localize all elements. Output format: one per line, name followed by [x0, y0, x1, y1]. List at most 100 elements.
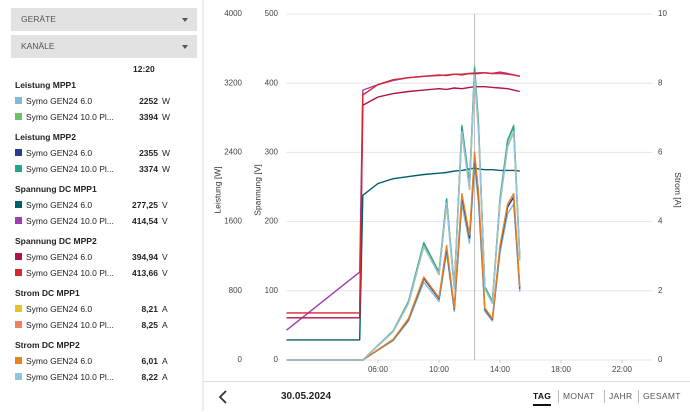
legend-value: 2252 — [139, 96, 158, 106]
legend-name: Symo GEN24 6.0 — [26, 356, 93, 366]
legend-item: Symo GEN24 10.0 Pl... 3394 W — [0, 110, 198, 124]
y-tick-label: 800 — [229, 286, 243, 295]
legend-swatch — [15, 373, 22, 380]
legend-unit: A — [162, 356, 168, 366]
y2-tick-label: 500 — [265, 9, 279, 18]
legend-unit: V — [162, 252, 168, 262]
legend-item: Symo GEN24 10.0 Pl... 413,66 V — [0, 266, 198, 280]
series-line — [286, 155, 521, 361]
legend-swatch — [15, 305, 22, 312]
cursor-time: 12:20 — [133, 64, 155, 74]
legend-item: Symo GEN24 6.0 394,94 V — [0, 250, 198, 264]
legend-name: Symo GEN24 10.0 Pl... — [26, 112, 114, 122]
legend-name: Symo GEN24 10.0 Pl... — [26, 372, 114, 382]
legend-unit: V — [162, 268, 168, 278]
legend-name: Symo GEN24 6.0 — [26, 200, 93, 210]
legend-name: Symo GEN24 6.0 — [26, 252, 93, 262]
tab[interactable]: GESAMT — [643, 391, 681, 401]
legend-item: Symo GEN24 6.0 2355 W — [0, 146, 198, 160]
x-tick-label: 22:00 — [612, 365, 633, 374]
y2-tick-label: 400 — [265, 78, 279, 87]
y3-tick-label: 4 — [658, 217, 663, 226]
axis-title: Spannung [V] — [252, 164, 262, 216]
y-tick-label: 2400 — [224, 148, 242, 157]
legend-value: 3374 — [139, 164, 158, 174]
x-tick-label: 06:00 — [368, 365, 389, 374]
y2-tick-label: 200 — [265, 217, 279, 226]
y3-tick-label: 0 — [658, 355, 663, 364]
legend-value: 414,54 — [132, 216, 158, 226]
legend-name: Symo GEN24 6.0 — [26, 304, 93, 314]
prev-button[interactable] — [217, 390, 229, 404]
legend-value: 8,25 — [141, 320, 158, 330]
y3-tick-label: 2 — [658, 286, 663, 295]
legend-value: 6,01 — [141, 356, 158, 366]
dropdown[interactable]: GERÄTE — [11, 8, 197, 31]
legend-name: Symo GEN24 10.0 Pl... — [26, 268, 114, 278]
group-title: Leistung MPP1 — [15, 80, 76, 90]
legend-item: Symo GEN24 6.0 8,21 A — [0, 302, 198, 316]
tab[interactable]: MONAT — [563, 391, 595, 401]
series-line — [286, 86, 520, 319]
footer: 30.05.2024 TAG MONAT JAHR GESAMT — [203, 381, 690, 412]
legend-value: 394,94 — [132, 252, 158, 262]
legend-swatch — [15, 269, 22, 276]
legend-unit: W — [162, 148, 171, 158]
group-title: Leistung MPP2 — [15, 132, 76, 142]
date: 30.05.2024 — [281, 391, 332, 402]
legend-item: Symo GEN24 6.0 6,01 A — [0, 354, 198, 368]
legend-value: 8,22 — [141, 372, 158, 382]
axis-title: Strom [A] — [673, 172, 683, 207]
tab[interactable]: JAHR — [609, 391, 633, 401]
legend-unit: W — [162, 112, 171, 122]
legend-unit: V — [162, 200, 168, 210]
legend-swatch — [15, 321, 22, 328]
legend-value: 2355 — [139, 148, 158, 158]
legend-item: Symo GEN24 10.0 Pl... 3374 W — [0, 162, 198, 176]
y3-tick-label: 6 — [658, 148, 663, 157]
y-tick-label: 4000 — [224, 9, 242, 18]
group-title: Spannung DC MPP2 — [15, 236, 97, 246]
legend-name: Symo GEN24 10.0 Pl... — [26, 164, 114, 174]
legend-item: Symo GEN24 10.0 Pl... 8,25 A — [0, 318, 198, 332]
y2-tick-label: 0 — [274, 355, 279, 364]
dropdown[interactable]: KANÄLE — [11, 35, 197, 58]
tab-separator — [558, 390, 559, 403]
legend-unit: V — [162, 216, 168, 226]
legend-value: 3394 — [139, 112, 158, 122]
legend-swatch — [15, 357, 22, 364]
y2-tick-label: 100 — [265, 286, 279, 295]
series-line — [286, 151, 521, 361]
legend-unit: A — [162, 304, 168, 314]
legend-item: Symo GEN24 10.0 Pl... 414,54 V — [0, 214, 198, 228]
legend-item: Symo GEN24 10.0 Pl... 8,22 A — [0, 370, 198, 384]
y3-tick-label: 10 — [658, 9, 667, 18]
tab-separator — [604, 390, 605, 403]
legend-unit: A — [162, 320, 168, 330]
legend-swatch — [15, 253, 22, 260]
legend-swatch — [15, 113, 22, 120]
legend-swatch — [15, 201, 22, 208]
tab[interactable]: TAG — [533, 391, 552, 406]
legend-unit: A — [162, 372, 168, 382]
x-tick-label: 14:00 — [490, 365, 511, 374]
x-tick-label: 10:00 — [429, 365, 450, 374]
legend-swatch — [15, 97, 22, 104]
legend-swatch — [15, 217, 22, 224]
y-tick-label: 0 — [238, 355, 243, 364]
legend-item: Symo GEN24 6.0 2252 W — [0, 94, 198, 108]
series-line — [286, 72, 520, 331]
legend-item: Symo GEN24 6.0 277,25 V — [0, 198, 198, 212]
legend-name: Symo GEN24 6.0 — [26, 148, 93, 158]
sidebar: GERÄTE KANÄLE 12:20 Leistung MPP1 Symo GE… — [0, 0, 198, 411]
y2-tick-label: 300 — [265, 148, 279, 157]
tab-separator — [638, 390, 639, 403]
series-line — [286, 74, 521, 361]
group-title: Spannung DC MPP1 — [15, 184, 97, 194]
y-tick-label: 1600 — [224, 217, 242, 226]
y-tick-label: 3200 — [224, 78, 242, 87]
legend-value: 277,25 — [132, 200, 158, 210]
series-line — [286, 167, 520, 341]
